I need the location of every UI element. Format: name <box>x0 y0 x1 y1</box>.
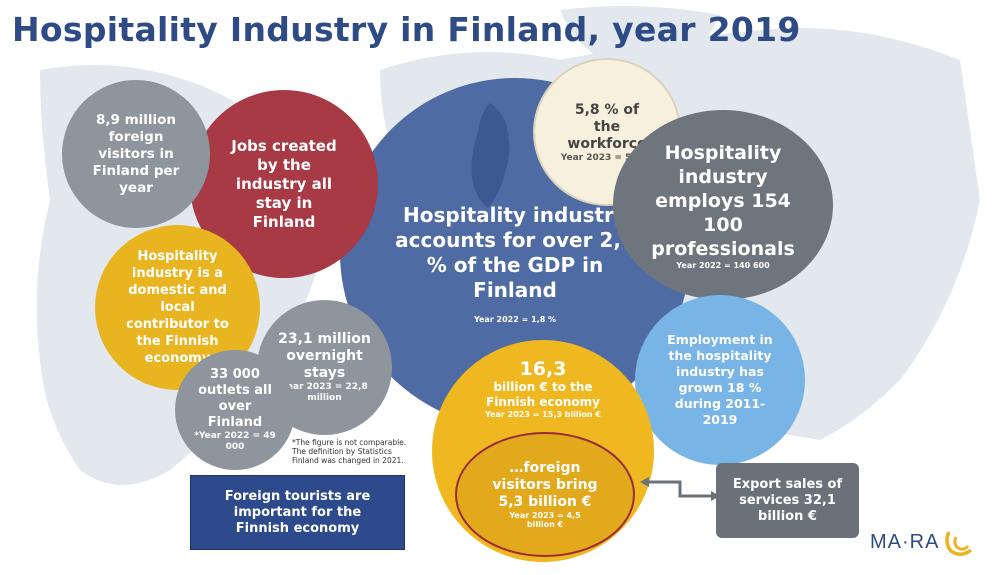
outlets-circle: 33 000 outlets all over Finland *Year 20… <box>175 350 295 470</box>
gdp-text: Hospitality industry accounts for over 2… <box>395 202 635 302</box>
map-land-greenland <box>560 6 720 75</box>
foreign-visitors-circle: 8,9 million foreign visitors in Finland … <box>62 80 210 228</box>
export-sales-box: Export sales of services 32,1 billion € <box>716 463 859 538</box>
foreign-visitors-text: 8,9 million foreign visitors in Finland … <box>92 111 180 196</box>
gdp-sub: Year 2022 = 1,8 % <box>473 314 557 324</box>
mara-logo-icon <box>945 531 973 556</box>
employment-growth-circle: Employment in the hospitality industry h… <box>635 295 805 465</box>
foreign-bring-sub: Year 2023 = 4,5 billion € <box>509 511 581 529</box>
finland-map-icon <box>471 103 510 208</box>
economy-big: 16,3 <box>519 358 567 380</box>
foreign-bring-text: …foreign visitors bring 5,3 billion € <box>492 460 598 510</box>
overnight-sub: Year 2023 = 22,8 million <box>281 382 368 403</box>
employment-growth-text: Employment in the hospitality industry h… <box>667 332 773 427</box>
domestic-circle: Hospitality industry is a domestic and l… <box>95 225 260 390</box>
page-title: Hospitality Industry in Finland, year 20… <box>12 10 801 49</box>
outlets-text: 33 000 outlets all over Finland <box>198 367 272 430</box>
footnote: *The figure is not comparable. The defin… <box>292 438 407 465</box>
economy-sub: Year 2023 = 15,3 billion € <box>485 410 601 419</box>
foreign-bring-circle: …foreign visitors bring 5,3 billion € Ye… <box>455 432 635 557</box>
workforce-sub: Year 2023 = 5,1 % <box>560 152 654 163</box>
employs-sub: Year 2022 = 140 600 <box>676 260 770 270</box>
mara-logo: MA·RA <box>870 528 977 556</box>
mara-logo-text: MA·RA <box>870 530 940 553</box>
outlets-sub: *Year 2022 = 49 000 <box>194 431 276 452</box>
foreign-tourists-text: Foreign tourists are important for the F… <box>224 488 371 536</box>
jobs-text: Jobs created by the industry all stay in… <box>231 136 337 231</box>
jobs-circle: Jobs created by the industry all stay in… <box>190 90 378 278</box>
employs-circle: Hospitality industry employs 154 100 pro… <box>613 110 833 300</box>
domestic-text: Hospitality industry is a domestic and l… <box>126 249 229 366</box>
overnight-text: 23,1 million overnight stays <box>278 331 371 381</box>
employs-text: Hospitality industry employs 154 100 pro… <box>651 141 795 260</box>
connector-arrow <box>640 477 720 501</box>
workforce-text: 5,8 % of the workforce <box>567 101 647 152</box>
foreign-tourists-box: Foreign tourists are important for the F… <box>190 475 405 550</box>
economy-text: billion € to the Finnish economy <box>486 380 600 409</box>
export-sales-text: Export sales of services 32,1 billion € <box>732 476 843 524</box>
